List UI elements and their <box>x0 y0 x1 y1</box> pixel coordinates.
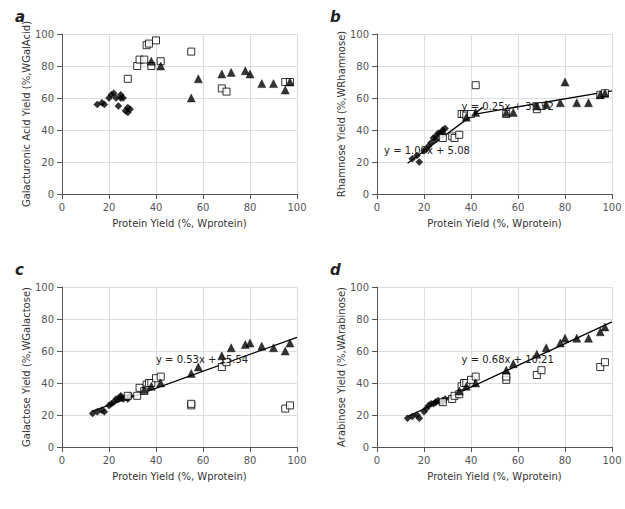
svg-text:Rhamnose Yield (%,WRhamnose): Rhamnose Yield (%,WRhamnose) <box>336 31 347 198</box>
svg-text:40: 40 <box>465 202 478 213</box>
svg-text:100: 100 <box>35 29 54 40</box>
svg-text:60: 60 <box>512 455 525 466</box>
svg-text:80: 80 <box>356 314 369 325</box>
svg-text:100: 100 <box>350 29 369 40</box>
svg-text:y = 0.68x + 10.21: y = 0.68x + 10.21 <box>462 354 554 365</box>
svg-text:60: 60 <box>356 93 369 104</box>
svg-text:Protein Yield (%, Wprotein): Protein Yield (%, Wprotein) <box>427 471 561 482</box>
svg-text:40: 40 <box>465 455 478 466</box>
svg-text:y = 1.09x + 5.08: y = 1.09x + 5.08 <box>384 145 470 156</box>
svg-text:100: 100 <box>602 455 621 466</box>
svg-text:80: 80 <box>559 202 572 213</box>
svg-text:40: 40 <box>41 125 54 136</box>
svg-text:y = 0.25x + 39.52: y = 0.25x + 39.52 <box>462 101 554 112</box>
svg-text:100: 100 <box>602 202 621 213</box>
svg-text:0: 0 <box>59 202 65 213</box>
svg-text:60: 60 <box>41 93 54 104</box>
svg-text:a: a <box>15 8 25 26</box>
svg-text:20: 20 <box>41 410 54 421</box>
svg-text:Protein Yield (%, Wprotein): Protein Yield (%, Wprotein) <box>427 218 561 229</box>
svg-text:80: 80 <box>244 455 257 466</box>
svg-text:d: d <box>330 261 341 279</box>
svg-text:Protein Yield (%, Wprotein): Protein Yield (%, Wprotein) <box>112 471 246 482</box>
svg-text:0: 0 <box>48 442 54 453</box>
svg-text:80: 80 <box>41 314 54 325</box>
svg-text:60: 60 <box>41 346 54 357</box>
svg-text:Protein Yield (%, Wprotein): Protein Yield (%, Wprotein) <box>112 218 246 229</box>
svg-text:80: 80 <box>41 61 54 72</box>
svg-text:Galactose Yield (%,WGalactose): Galactose Yield (%,WGalactose) <box>21 287 32 447</box>
svg-text:40: 40 <box>356 125 369 136</box>
svg-text:0: 0 <box>374 455 380 466</box>
svg-text:20: 20 <box>103 455 116 466</box>
svg-text:20: 20 <box>41 157 54 168</box>
svg-text:0: 0 <box>363 189 369 200</box>
svg-text:Galacturonic Acid Yield (%,WGa: Galacturonic Acid Yield (%,WGalAcid) <box>21 21 32 207</box>
svg-text:80: 80 <box>244 202 257 213</box>
svg-text:0: 0 <box>363 442 369 453</box>
svg-text:20: 20 <box>418 455 431 466</box>
svg-text:60: 60 <box>512 202 525 213</box>
svg-text:Arabinose Yield (%,WArabinose): Arabinose Yield (%,WArabinose) <box>336 287 347 447</box>
svg-text:60: 60 <box>197 455 210 466</box>
svg-text:100: 100 <box>35 282 54 293</box>
svg-text:80: 80 <box>559 455 572 466</box>
svg-text:60: 60 <box>356 346 369 357</box>
svg-text:40: 40 <box>41 378 54 389</box>
svg-text:20: 20 <box>356 157 369 168</box>
svg-text:y = 0.53x + 15.54: y = 0.53x + 15.54 <box>156 354 248 365</box>
svg-text:b: b <box>330 8 341 26</box>
svg-text:100: 100 <box>287 202 306 213</box>
svg-text:80: 80 <box>356 61 369 72</box>
svg-text:100: 100 <box>350 282 369 293</box>
svg-text:0: 0 <box>374 202 380 213</box>
svg-text:0: 0 <box>48 189 54 200</box>
svg-text:60: 60 <box>197 202 210 213</box>
svg-text:40: 40 <box>150 202 163 213</box>
svg-text:40: 40 <box>356 378 369 389</box>
svg-text:40: 40 <box>150 455 163 466</box>
svg-text:20: 20 <box>103 202 116 213</box>
svg-text:20: 20 <box>418 202 431 213</box>
svg-text:100: 100 <box>287 455 306 466</box>
svg-text:c: c <box>15 261 24 279</box>
svg-text:20: 20 <box>356 410 369 421</box>
svg-text:0: 0 <box>59 455 65 466</box>
